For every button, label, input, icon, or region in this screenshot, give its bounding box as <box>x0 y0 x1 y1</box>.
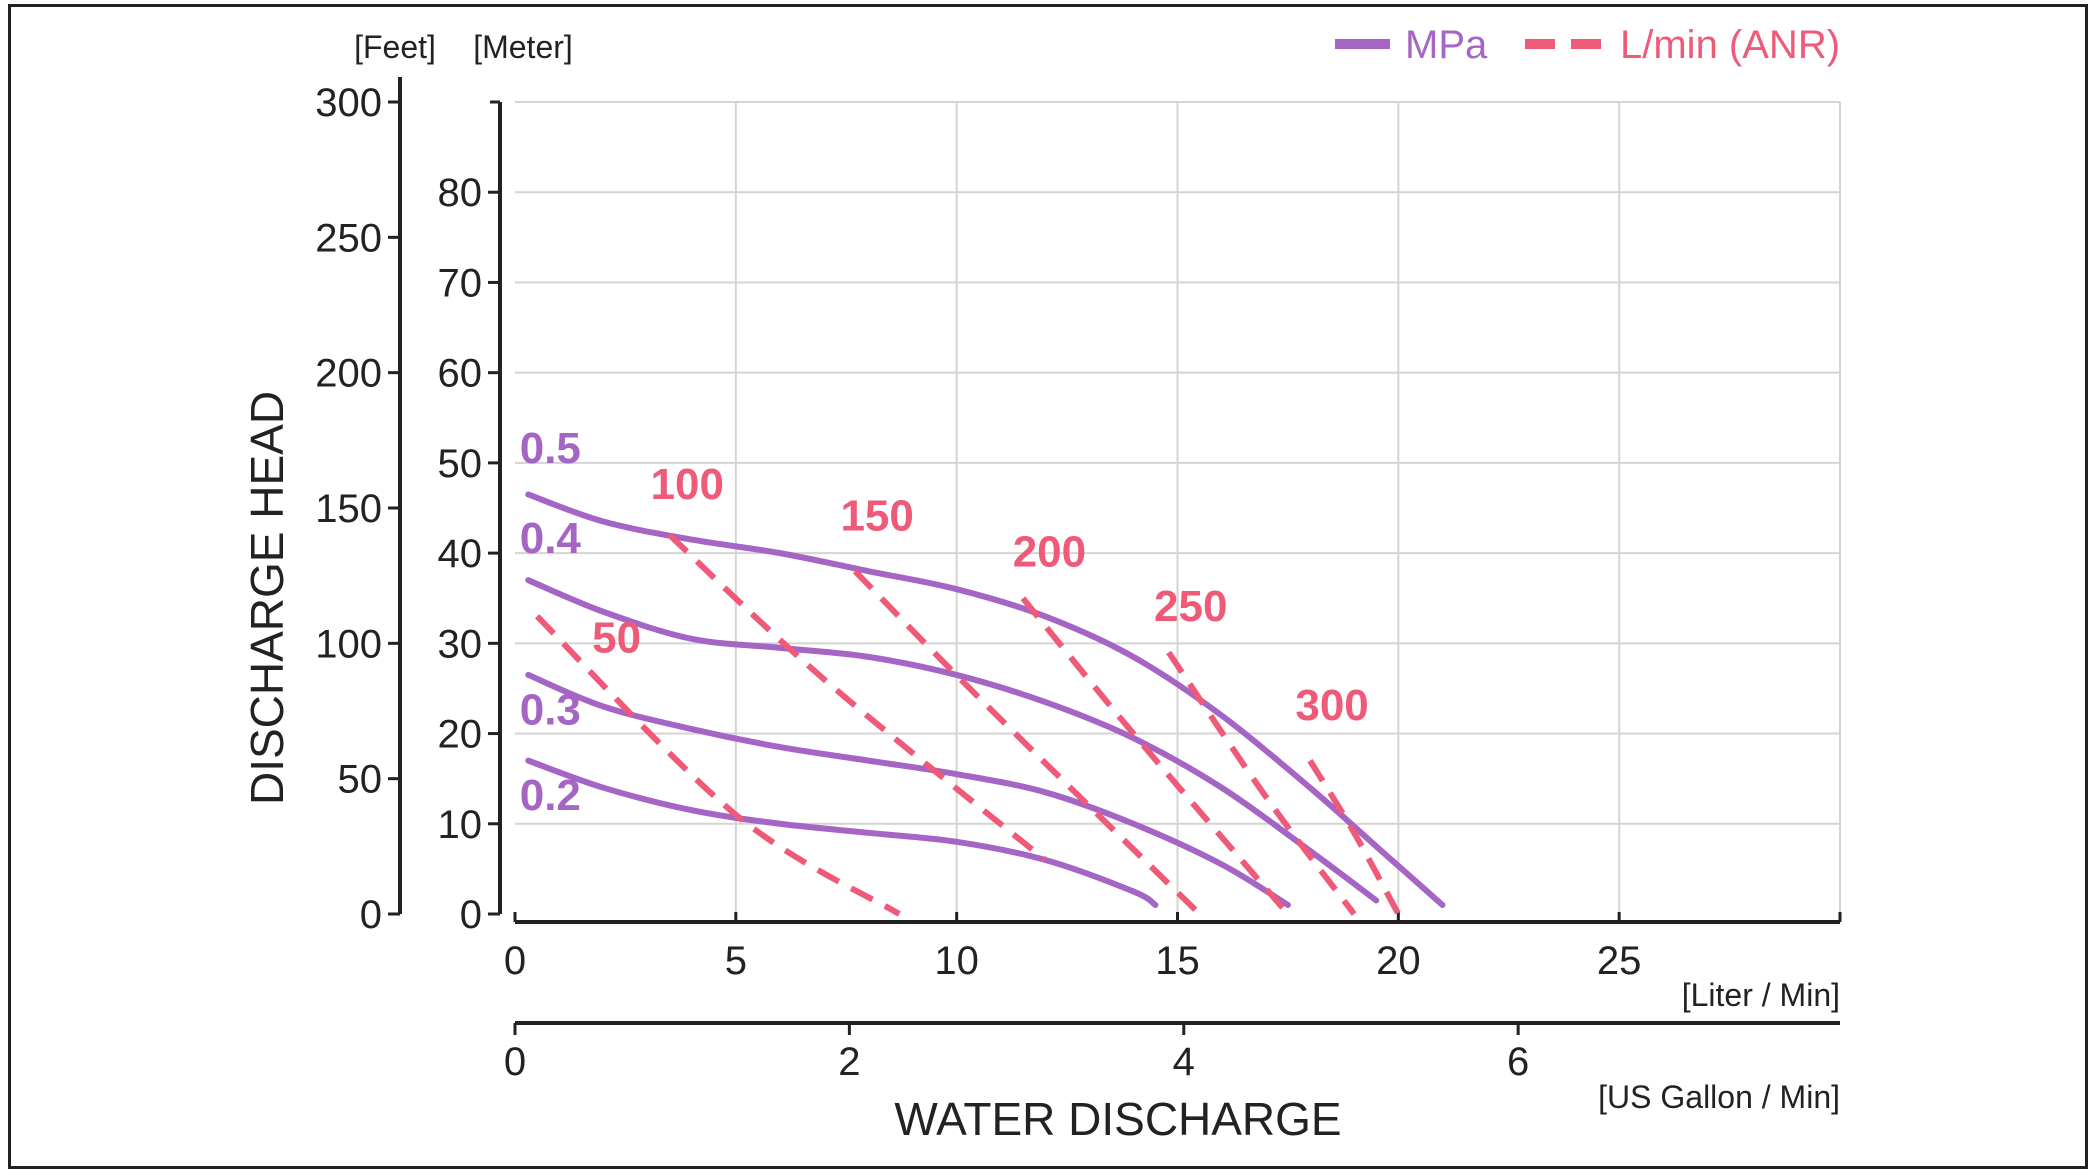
legend-mpa-label: MPa <box>1405 23 1488 67</box>
meter-tick-label: 60 <box>438 352 483 396</box>
y-unit-feet: [Feet] <box>354 29 436 65</box>
chart-frame <box>8 4 2088 1169</box>
feet-tick-label: 250 <box>315 216 382 260</box>
anr-curve-300 <box>1307 759 1401 916</box>
meter-tick-label: 40 <box>438 532 483 576</box>
feet-tick-label: 200 <box>315 352 382 396</box>
x2-tick-label: 2 <box>838 1040 860 1084</box>
curve-label-250: 250 <box>1154 582 1227 631</box>
x-tick-label: 10 <box>934 939 979 983</box>
x2-tick-label: 0 <box>504 1040 526 1084</box>
anr-curve-150 <box>852 569 1202 917</box>
series-group <box>525 491 1446 917</box>
x2-tick-label: 6 <box>1507 1040 1529 1084</box>
x-tick-label: 5 <box>725 939 747 983</box>
curve-label-200: 200 <box>1013 528 1086 577</box>
grid <box>515 101 1841 914</box>
anr-curve-50 <box>534 614 901 917</box>
meter-tick-label: 50 <box>438 442 483 486</box>
curve-label-300: 300 <box>1295 681 1368 730</box>
x-unit-liter: [Liter / Min] <box>1682 977 1840 1013</box>
meter-tick-label: 30 <box>438 622 483 666</box>
labels: 0.5 0.4 0.3 0.2 50 100 150 200 250 300 <box>520 424 1369 820</box>
meter-tick-label: 10 <box>438 803 483 847</box>
x-axis-title: WATER DISCHARGE <box>894 1093 1341 1145</box>
mpa-curve-0-2 <box>525 757 1159 908</box>
meter-tick-label: 70 <box>438 261 483 305</box>
meter-tick-label: 80 <box>438 171 483 215</box>
curve-label-0-5: 0.5 <box>520 424 581 473</box>
curve-label-0-4: 0.4 <box>520 514 582 563</box>
x-tick-label: 15 <box>1155 939 1200 983</box>
curve-label-50: 50 <box>592 613 641 662</box>
y-unit-meter: [Meter] <box>473 29 573 65</box>
mpa-curve-0-4 <box>525 577 1380 904</box>
x2-tick-label: 4 <box>1173 1040 1195 1084</box>
feet-tick-label: 0 <box>360 893 382 937</box>
y-axis-title: DISCHARGE HEAD <box>241 391 293 805</box>
mpa-curve-0-5 <box>525 491 1446 908</box>
x-unit-gallon: [US Gallon / Min] <box>1598 1079 1840 1115</box>
anr-curve-250 <box>1166 650 1357 916</box>
meter-tick-label: 20 <box>438 713 483 757</box>
anr-curve-100 <box>667 532 1047 863</box>
feet-tick-label: 150 <box>315 487 382 531</box>
legend: MPa L/min (ANR) <box>1335 23 1840 67</box>
feet-tick-label: 100 <box>315 622 382 666</box>
curve-label-150: 150 <box>840 492 913 541</box>
mpa-curve-0-3 <box>525 671 1291 908</box>
x-tick-label: 20 <box>1376 939 1421 983</box>
anr-curve-200 <box>1020 596 1291 916</box>
x-tick-label: 0 <box>504 939 526 983</box>
curve-label-0-2: 0.2 <box>520 771 581 820</box>
feet-tick-label: 300 <box>315 81 382 125</box>
legend-anr-label: L/min (ANR) <box>1620 23 1840 67</box>
curve-label-0-3: 0.3 <box>520 686 581 735</box>
feet-tick-label: 50 <box>338 758 383 802</box>
curve-label-100: 100 <box>651 460 724 509</box>
x-tick-label: 25 <box>1597 939 1642 983</box>
meter-tick-label: 0 <box>460 893 482 937</box>
